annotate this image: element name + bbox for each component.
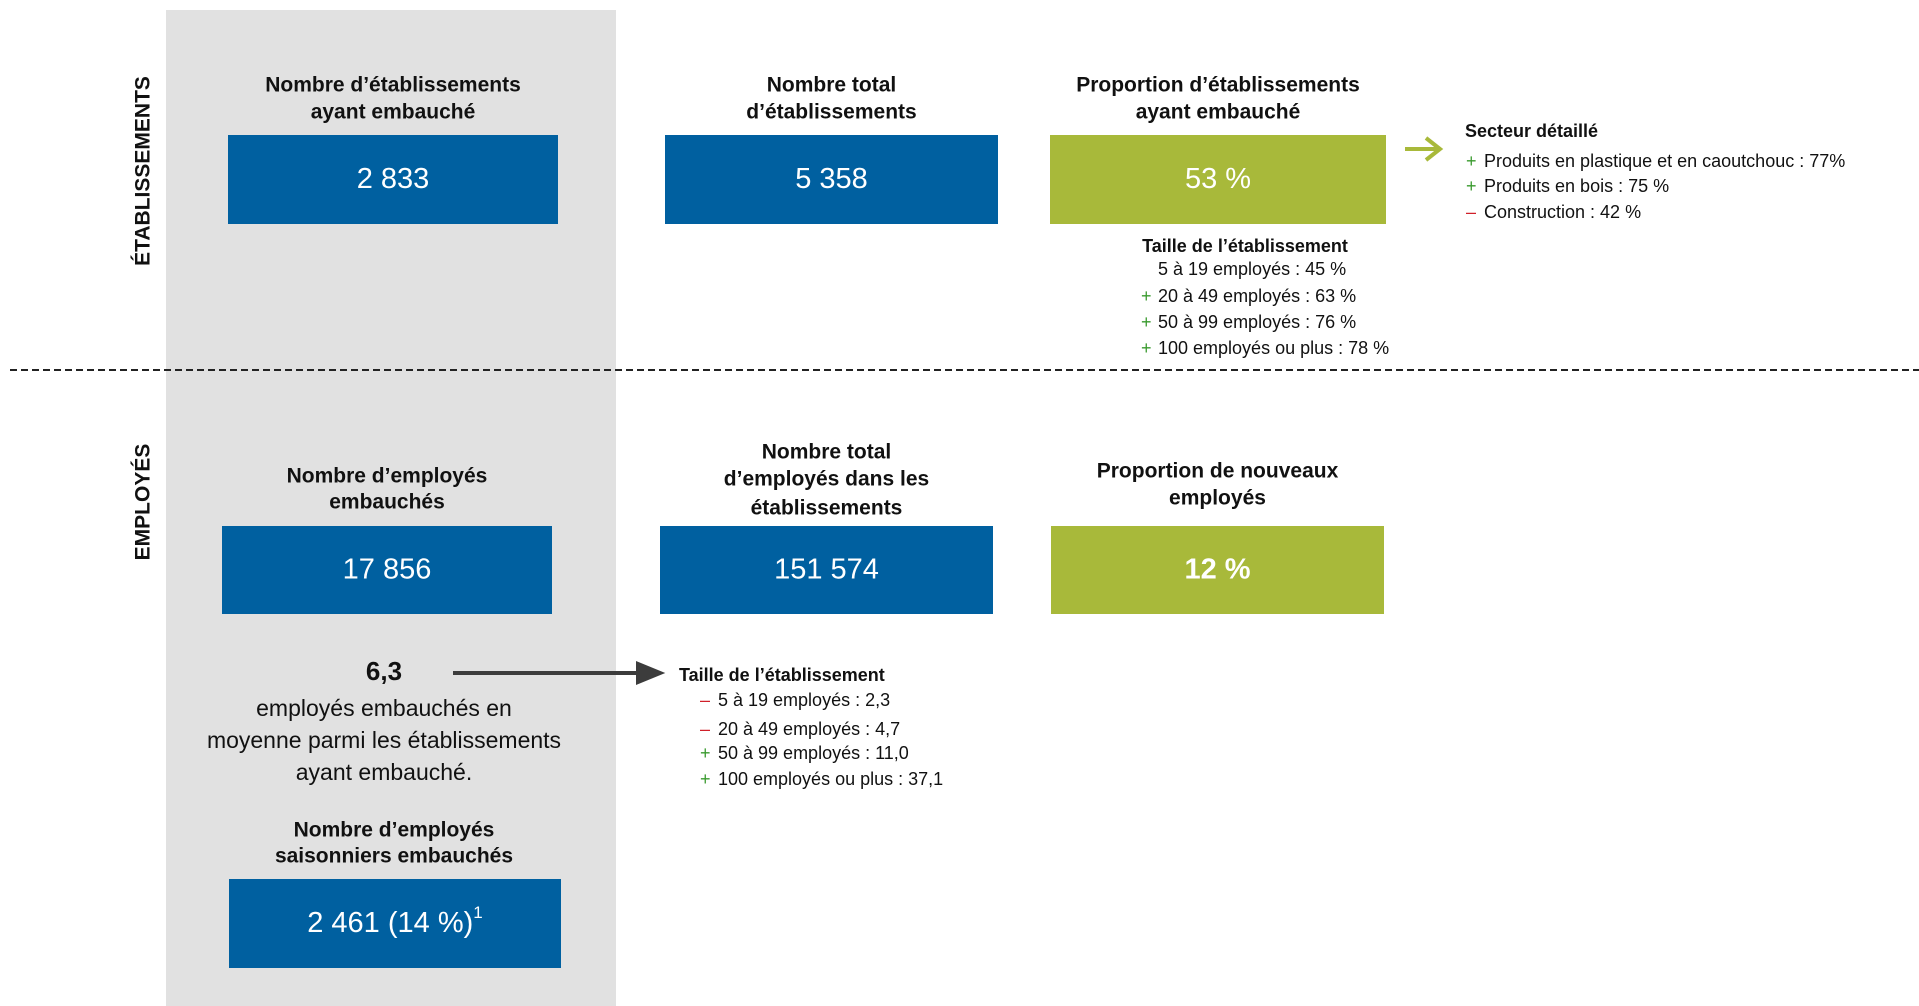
box-value: 17 856 bbox=[343, 554, 432, 586]
value-box bbox=[665, 135, 998, 224]
average-value: 6,3 bbox=[366, 656, 402, 686]
box-value: 2 461 (14 %)1 bbox=[307, 903, 483, 938]
list-title: Taille de l’établissement bbox=[1142, 236, 1348, 256]
value-box bbox=[660, 526, 993, 614]
list-item: Produits en bois : 75 % bbox=[1484, 176, 1669, 196]
list-item: 5 à 19 employés : 45 % bbox=[1158, 259, 1346, 279]
arrow bbox=[1405, 136, 1444, 162]
list-item: 50 à 99 employés : 11,0 bbox=[718, 743, 909, 763]
footnote-mark: 1 bbox=[473, 903, 482, 922]
average-text: moyenne parmi les établissements bbox=[207, 727, 561, 753]
box-title: Nombre d’établissements bbox=[265, 74, 521, 97]
sign: + bbox=[1141, 286, 1152, 306]
box-title: saisonniers embauchés bbox=[275, 845, 513, 868]
list-item: 20 à 49 employés : 4,7 bbox=[718, 719, 900, 739]
box-title: employés bbox=[1169, 487, 1266, 510]
list-item: 100 employés ou plus : 37,1 bbox=[718, 769, 943, 789]
list-item: Construction : 42 % bbox=[1484, 202, 1641, 222]
value-box bbox=[222, 526, 552, 614]
box-title: Nombre total bbox=[762, 441, 892, 464]
box-title: embauchés bbox=[329, 491, 445, 514]
box-value: 53 % bbox=[1185, 163, 1251, 195]
list-item: 20 à 49 employés : 63 % bbox=[1158, 286, 1356, 306]
list-item: 5 à 19 employés : 2,3 bbox=[718, 690, 890, 710]
section-label: ÉTABLISSEMENTS bbox=[132, 76, 155, 266]
box-value: 151 574 bbox=[774, 554, 879, 586]
box-title: d’établissements bbox=[746, 101, 916, 124]
arrow bbox=[453, 661, 666, 685]
value-box bbox=[1051, 526, 1384, 614]
value-box bbox=[1050, 135, 1386, 224]
box-title: établissements bbox=[751, 497, 903, 520]
sign: + bbox=[700, 743, 711, 763]
average-text: employés embauchés en bbox=[256, 695, 512, 721]
box-title: Nombre d’employés bbox=[294, 819, 495, 842]
box-title: Nombre d’employés bbox=[287, 465, 488, 488]
box-title: ayant embauché bbox=[1136, 101, 1301, 124]
box-value-text: 2 461 (14 %) bbox=[307, 907, 473, 939]
sign: + bbox=[1141, 338, 1152, 358]
sign: + bbox=[1466, 176, 1477, 196]
box-title: Proportion d’établissements bbox=[1076, 74, 1360, 97]
list-item: 100 employés ou plus : 78 % bbox=[1158, 338, 1389, 358]
box-title: Proportion de nouveaux bbox=[1097, 460, 1339, 483]
value-box bbox=[229, 879, 561, 968]
box-title: Nombre total bbox=[767, 74, 897, 97]
list-title: Secteur détaillé bbox=[1465, 121, 1598, 141]
box-value: 5 358 bbox=[795, 163, 868, 195]
value-box bbox=[228, 135, 558, 224]
sign: – bbox=[700, 690, 710, 710]
list-item: Produits en plastique et en caoutchouc :… bbox=[1484, 151, 1845, 171]
box-title: d’employés dans les bbox=[724, 468, 929, 491]
box-title: ayant embauché bbox=[311, 101, 476, 124]
sign: – bbox=[1466, 202, 1476, 222]
list-title: Taille de l’établissement bbox=[679, 665, 885, 685]
sign: + bbox=[700, 769, 711, 789]
box-value: 2 833 bbox=[357, 163, 430, 195]
sign: – bbox=[700, 719, 710, 739]
box-value: 12 % bbox=[1184, 554, 1250, 586]
sign: + bbox=[1141, 312, 1152, 332]
sign: + bbox=[1466, 151, 1477, 171]
content: Nombre d’établissements ayant embauché 2 8… bbox=[207, 74, 1845, 968]
list-item: 50 à 99 employés : 76 % bbox=[1158, 312, 1356, 332]
section-label: EMPLOYÉS bbox=[132, 444, 155, 561]
average-text: ayant embauché. bbox=[296, 759, 472, 785]
